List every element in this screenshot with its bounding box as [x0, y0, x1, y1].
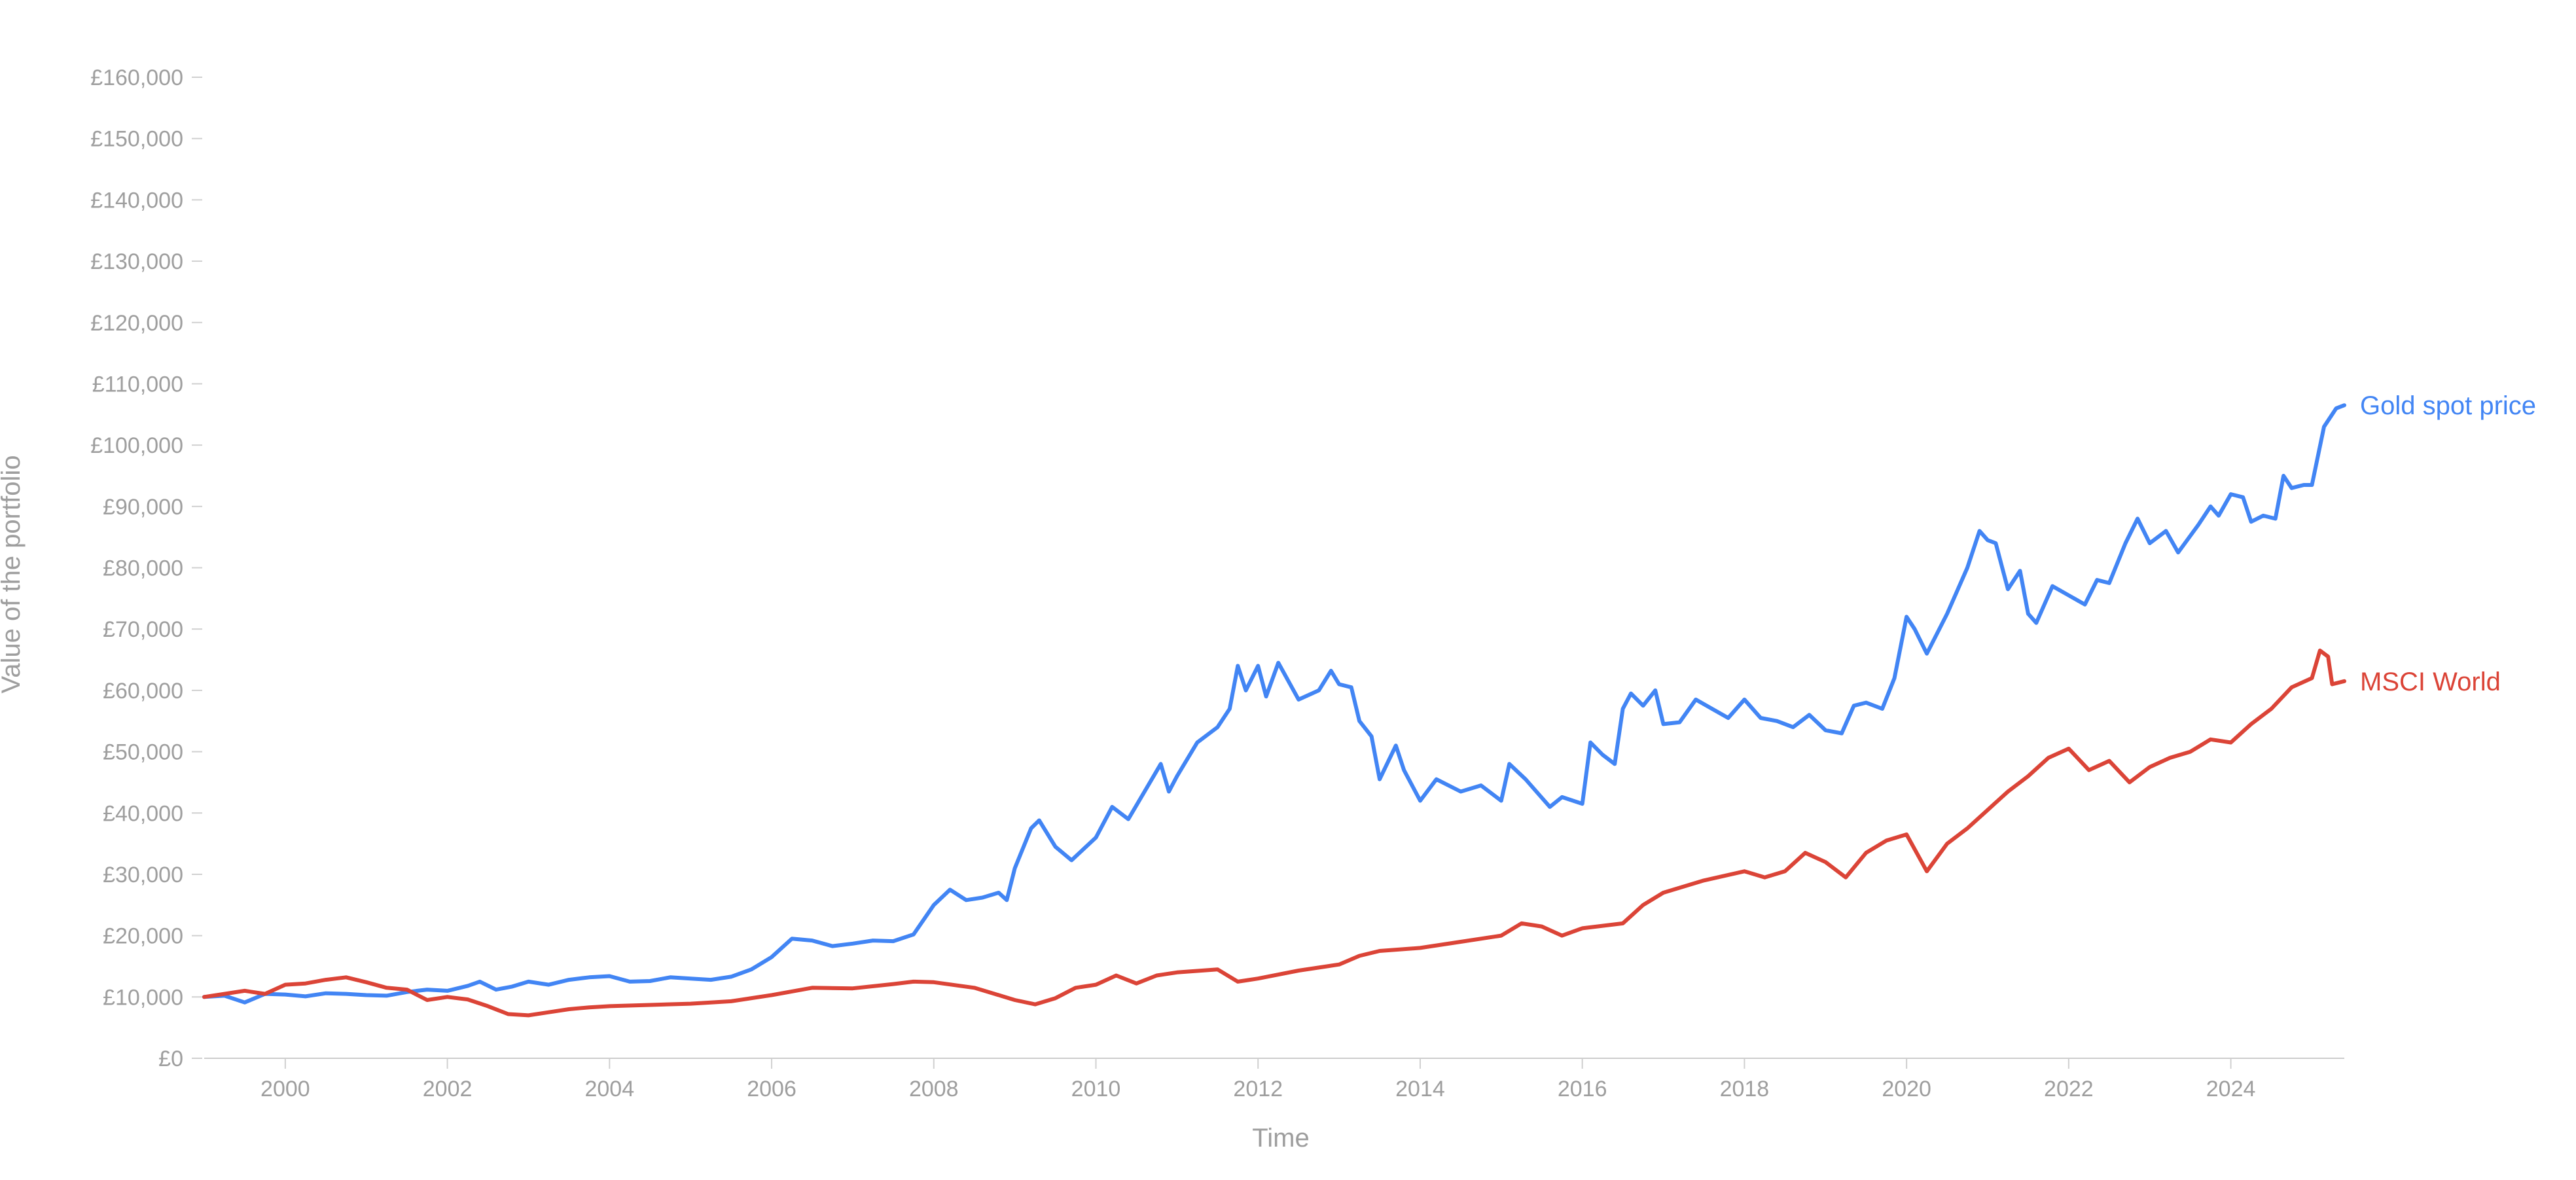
- x-tick-label: 2016: [1558, 1077, 1607, 1101]
- y-tick-label: £20,000: [103, 924, 183, 949]
- x-tick-label: 2014: [1395, 1077, 1445, 1101]
- series-label-gold-spot-price: Gold spot price: [2360, 391, 2536, 420]
- y-tick-label: £0: [158, 1046, 183, 1071]
- y-tick-label: £50,000: [103, 740, 183, 765]
- x-tick-label: 2000: [260, 1077, 310, 1101]
- x-tick-label: 2020: [1882, 1077, 1931, 1101]
- series-label-msci-world: MSCI World: [2360, 668, 2501, 696]
- x-tick-label: 2012: [1233, 1077, 1283, 1101]
- y-tick-label: £130,000: [90, 249, 183, 274]
- y-tick-label: £120,000: [90, 311, 183, 336]
- y-tick-label: £60,000: [103, 679, 183, 704]
- x-tick-label: 2004: [584, 1077, 634, 1101]
- y-tick-label: £140,000: [90, 188, 183, 213]
- x-tick-label: 2008: [909, 1077, 959, 1101]
- x-axis-title: Time: [1252, 1124, 1309, 1153]
- y-axis-title: Value of the portfolio: [0, 456, 26, 694]
- series-labels: Gold spot price MSCI World: [2360, 391, 2536, 696]
- x-tick-label: 2018: [1720, 1077, 1770, 1101]
- y-tick-label: £10,000: [103, 985, 183, 1010]
- series-line-gold-spot-price: [202, 403, 2346, 1005]
- x-tick-label: 2022: [2044, 1077, 2094, 1101]
- x-tick-label: 2024: [2206, 1077, 2256, 1101]
- x-tick-label: 2006: [747, 1077, 796, 1101]
- series-group: [202, 403, 2346, 1018]
- x-axis: 2000 2002 2004 2006 2008 2010 2012 2014 2016 2018…: [204, 1058, 2344, 1101]
- x-tick-label: 2002: [423, 1077, 473, 1101]
- y-tick-label: £100,000: [90, 433, 183, 458]
- y-axis: £0 £10,000 £20,000 £30,000 £40,000 £50,000 £60…: [90, 65, 202, 1071]
- y-tick-label: £90,000: [103, 495, 183, 520]
- y-tick-label: £160,000: [90, 65, 183, 90]
- y-tick-label: £80,000: [103, 556, 183, 581]
- y-tick-label: £150,000: [90, 127, 183, 152]
- y-tick-label: £70,000: [103, 617, 183, 642]
- y-tick-label: £40,000: [103, 801, 183, 826]
- y-tick-label: £30,000: [103, 863, 183, 887]
- y-tick-label: £110,000: [92, 372, 183, 397]
- x-tick-label: 2010: [1071, 1077, 1121, 1101]
- series-line-msci-world: [202, 649, 2346, 1018]
